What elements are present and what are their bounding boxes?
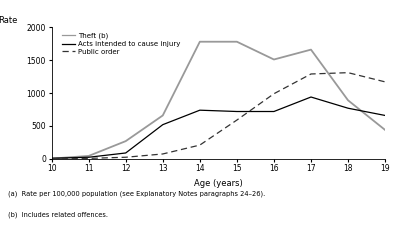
Text: (a)  Rate per 100,000 population (see Explanatory Notes paragraphs 24–26).: (a) Rate per 100,000 population (see Exp… (8, 191, 265, 197)
Public order (160, 153, 165, 155)
Text: (b)  Includes related offences.: (b) Includes related offences. (8, 211, 108, 218)
Acts intended to cause injury (49, 157, 54, 160)
Acts intended to cause injury (86, 156, 91, 159)
Acts intended to cause injury (308, 96, 313, 98)
Acts intended to cause injury (383, 114, 387, 117)
Public order (235, 119, 239, 121)
Acts intended to cause injury (272, 110, 276, 113)
Theft (b) (308, 48, 313, 51)
Theft (b) (197, 40, 202, 43)
Theft (b) (86, 155, 91, 157)
Line: Public order: Public order (52, 73, 385, 159)
Acts intended to cause injury (346, 107, 351, 110)
Public order (346, 71, 351, 74)
Theft (b) (272, 58, 276, 61)
Theft (b) (123, 140, 128, 143)
Line: Theft (b): Theft (b) (52, 42, 385, 159)
Public order (272, 92, 276, 95)
Acts intended to cause injury (197, 109, 202, 111)
X-axis label: Age (years): Age (years) (194, 179, 243, 188)
Public order (123, 156, 128, 159)
Legend: Theft (b), Acts intended to cause injury, Public order: Theft (b), Acts intended to cause injury… (62, 32, 181, 55)
Theft (b) (49, 157, 54, 160)
Acts intended to cause injury (123, 152, 128, 154)
Public order (49, 157, 54, 160)
Theft (b) (160, 114, 165, 117)
Acts intended to cause injury (235, 110, 239, 113)
Theft (b) (346, 99, 351, 102)
Public order (86, 157, 91, 160)
Theft (b) (383, 128, 387, 131)
Public order (197, 144, 202, 146)
Line: Acts intended to cause injury: Acts intended to cause injury (52, 97, 385, 158)
Acts intended to cause injury (160, 123, 165, 126)
Theft (b) (235, 40, 239, 43)
Public order (308, 73, 313, 75)
Y-axis label: Rate: Rate (0, 16, 18, 25)
Public order (383, 81, 387, 83)
